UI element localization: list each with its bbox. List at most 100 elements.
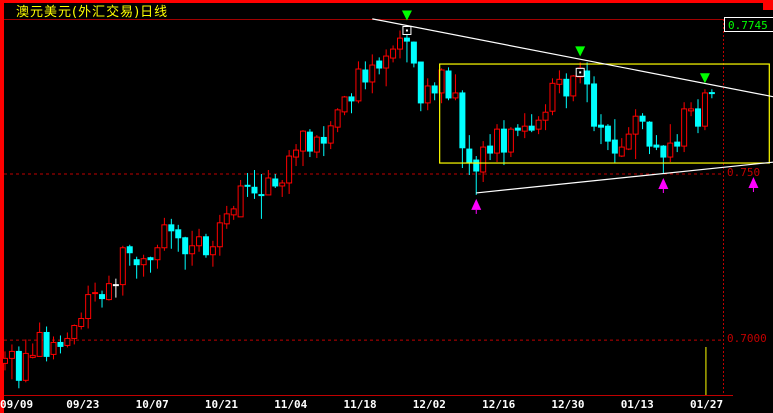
candle-body-up	[265, 177, 272, 196]
candle-body-down	[43, 331, 50, 357]
candle-body-up	[189, 245, 196, 255]
candle-body-down	[410, 41, 417, 64]
candle-body-up	[542, 111, 549, 121]
candle-body-up	[279, 182, 286, 187]
candle-body-up	[22, 352, 29, 381]
candle-body-up	[71, 324, 78, 339]
candle-body-up	[29, 354, 36, 358]
candle-body-up	[369, 64, 376, 83]
candle-body-up	[390, 48, 397, 59]
candle-body-up	[494, 128, 501, 154]
candle-body-down	[202, 236, 209, 256]
x-tick-label: 12/16	[482, 398, 516, 411]
candle-body-up	[92, 292, 99, 295]
candle-body-up	[507, 128, 514, 153]
candle-body-down	[695, 108, 701, 127]
candle-body-up	[105, 283, 112, 301]
candle-body-up	[334, 109, 341, 128]
candle-body-down	[563, 78, 570, 97]
candle-body-up	[36, 331, 43, 357]
candle-body-down	[604, 125, 611, 142]
candle-body-up	[397, 37, 404, 50]
candle-body-down	[660, 145, 667, 158]
upper-trendline	[372, 18, 773, 98]
candle-body-down	[376, 60, 383, 69]
pivot-square-dot	[579, 71, 582, 74]
candle-body-up	[161, 224, 168, 249]
candle-body-down	[417, 61, 424, 104]
candle-body-up	[341, 96, 348, 113]
candle-body-down	[473, 159, 480, 172]
candle-body-up	[556, 78, 563, 85]
candle-body-down	[272, 178, 279, 187]
candle-body-up	[549, 82, 556, 112]
candle-body-down	[528, 125, 535, 131]
candle-body-up	[293, 149, 300, 158]
candle-body-up	[313, 136, 320, 153]
x-tick-label: 12/30	[551, 398, 585, 411]
y-tick-label: 0.7000	[727, 332, 767, 346]
y-tick-label: 0.750	[727, 166, 761, 179]
candle-body-up	[8, 350, 15, 359]
candle-body-up	[119, 247, 126, 286]
candle-body-down	[348, 96, 355, 102]
candle-body-down	[57, 341, 64, 347]
candle-body-down	[147, 257, 154, 261]
sell-arrow-icon	[699, 73, 710, 84]
x-tick-label: 01/13	[620, 398, 654, 411]
candle-body-down	[459, 92, 466, 149]
candle-body-down	[182, 237, 189, 255]
candle-body-down	[320, 136, 327, 144]
x-tick-label: 11/18	[343, 398, 377, 411]
candle-body-up	[632, 115, 639, 135]
x-tick-label: 10/07	[135, 398, 169, 411]
candle-body-up	[85, 294, 92, 320]
candle-body-up	[216, 222, 223, 248]
sell-arrow-icon	[401, 10, 412, 21]
x-tick-label: 01/27	[690, 398, 724, 411]
candle-body-up	[196, 236, 203, 247]
candle-body-down	[487, 145, 494, 154]
left-frame-bar	[0, 0, 4, 413]
candle-body-up	[327, 125, 334, 144]
candle-body-up	[452, 92, 459, 99]
x-tick-label: 12/02	[412, 398, 446, 411]
candle-body-up	[140, 258, 147, 266]
candle-body-down	[251, 186, 258, 194]
candle-body-down	[611, 139, 618, 154]
candle-body-flat	[112, 284, 119, 287]
current-price-label: 0.7745	[724, 17, 773, 32]
buy-arrow-icon	[471, 198, 482, 210]
candle-body-down	[126, 246, 133, 254]
candle-body-down	[584, 70, 591, 85]
lower-trendline	[476, 161, 773, 194]
x-tick-label: 10/21	[204, 398, 239, 411]
candle-body-down	[168, 224, 175, 232]
candle-body-up	[223, 213, 230, 225]
candle-body-down	[591, 83, 598, 127]
candle-body-up	[78, 318, 85, 327]
candle-body-up	[237, 185, 244, 218]
candle-body-up	[521, 125, 528, 132]
candle-body-down	[306, 131, 313, 152]
candle-body-up	[383, 55, 390, 69]
sell-arrow-icon	[575, 46, 586, 57]
candle-body-up	[50, 341, 57, 355]
candle-body-up	[209, 246, 216, 256]
x-tick-label: 11/04	[274, 398, 308, 411]
candle-body-up	[230, 208, 237, 216]
corner-square	[763, 0, 773, 10]
candle-body-up	[64, 337, 71, 346]
candle-body-down	[175, 229, 182, 239]
candle-body-down	[708, 92, 715, 95]
candle-body-down	[639, 115, 646, 122]
candle-body-up	[154, 247, 161, 261]
candle-body-up	[480, 146, 487, 173]
chart-title: 澳元美元(外汇交易)日线	[16, 5, 169, 20]
candle-body-up	[424, 85, 431, 104]
candle-body-down	[445, 70, 452, 99]
candle-body-down	[244, 184, 251, 187]
candle-body-up	[299, 130, 306, 152]
candle-body-up	[667, 142, 674, 158]
